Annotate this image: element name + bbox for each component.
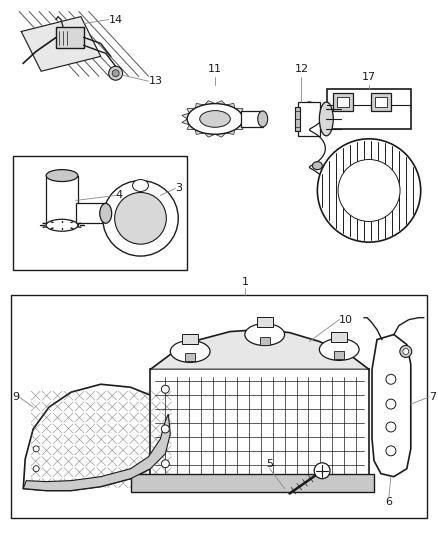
Polygon shape bbox=[226, 103, 235, 108]
Polygon shape bbox=[215, 101, 226, 105]
Polygon shape bbox=[235, 125, 243, 130]
Ellipse shape bbox=[200, 110, 230, 127]
Bar bbox=[46, 175, 78, 225]
Ellipse shape bbox=[46, 169, 78, 182]
Bar bbox=[260, 336, 270, 344]
Ellipse shape bbox=[298, 102, 320, 136]
Polygon shape bbox=[195, 130, 205, 134]
Text: 17: 17 bbox=[362, 72, 376, 82]
Polygon shape bbox=[241, 119, 248, 125]
Bar bbox=[131, 474, 374, 491]
Text: 14: 14 bbox=[109, 14, 123, 25]
Circle shape bbox=[161, 460, 170, 468]
Bar bbox=[334, 351, 344, 359]
Text: 4: 4 bbox=[116, 190, 123, 200]
Bar bbox=[150, 369, 369, 479]
Ellipse shape bbox=[319, 102, 333, 136]
Bar bbox=[337, 97, 349, 107]
Text: 3: 3 bbox=[175, 183, 182, 193]
Polygon shape bbox=[372, 335, 411, 477]
Polygon shape bbox=[23, 384, 170, 490]
Circle shape bbox=[318, 139, 421, 242]
Ellipse shape bbox=[46, 219, 78, 231]
Polygon shape bbox=[21, 17, 101, 71]
Circle shape bbox=[386, 399, 396, 409]
Bar bbox=[185, 353, 195, 361]
Ellipse shape bbox=[312, 161, 322, 169]
Circle shape bbox=[161, 385, 170, 393]
Ellipse shape bbox=[170, 341, 210, 362]
Circle shape bbox=[115, 192, 166, 244]
Circle shape bbox=[314, 463, 330, 479]
Bar bbox=[182, 334, 198, 343]
Polygon shape bbox=[182, 119, 189, 125]
Text: 13: 13 bbox=[148, 76, 162, 86]
Text: 5: 5 bbox=[266, 459, 273, 469]
Bar bbox=[11, 295, 427, 519]
Ellipse shape bbox=[133, 180, 148, 191]
Ellipse shape bbox=[258, 111, 268, 127]
Bar bbox=[371, 93, 391, 111]
Bar bbox=[257, 317, 273, 327]
Bar bbox=[76, 204, 106, 223]
Bar bbox=[13, 156, 187, 270]
Text: 11: 11 bbox=[208, 64, 222, 74]
Ellipse shape bbox=[245, 324, 285, 345]
Polygon shape bbox=[187, 125, 195, 130]
Bar bbox=[294, 107, 300, 131]
Text: 12: 12 bbox=[294, 64, 308, 74]
Circle shape bbox=[400, 345, 412, 358]
Polygon shape bbox=[195, 103, 205, 108]
Text: 10: 10 bbox=[339, 314, 353, 325]
Polygon shape bbox=[182, 113, 189, 119]
Ellipse shape bbox=[187, 103, 243, 134]
Circle shape bbox=[386, 374, 396, 384]
Text: 6: 6 bbox=[385, 497, 392, 506]
Circle shape bbox=[112, 70, 119, 77]
Circle shape bbox=[403, 349, 409, 354]
Polygon shape bbox=[226, 130, 235, 134]
Text: 7: 7 bbox=[429, 392, 436, 402]
Circle shape bbox=[386, 446, 396, 456]
Circle shape bbox=[33, 466, 39, 472]
Bar bbox=[56, 27, 84, 49]
Polygon shape bbox=[205, 133, 215, 137]
Ellipse shape bbox=[319, 338, 359, 360]
Bar bbox=[331, 332, 347, 342]
Bar bbox=[241, 111, 263, 127]
Polygon shape bbox=[235, 108, 243, 113]
Bar bbox=[327, 89, 411, 129]
Bar bbox=[298, 102, 320, 136]
Circle shape bbox=[33, 446, 39, 452]
Circle shape bbox=[109, 66, 123, 80]
Circle shape bbox=[386, 422, 396, 432]
Polygon shape bbox=[241, 113, 248, 119]
Bar bbox=[375, 97, 387, 107]
Polygon shape bbox=[23, 414, 170, 490]
Polygon shape bbox=[205, 101, 215, 105]
Text: 1: 1 bbox=[241, 277, 248, 287]
Circle shape bbox=[338, 159, 400, 222]
Polygon shape bbox=[215, 133, 226, 137]
Ellipse shape bbox=[100, 204, 112, 223]
Circle shape bbox=[161, 425, 170, 433]
Bar bbox=[333, 93, 353, 111]
Text: 9: 9 bbox=[12, 392, 19, 402]
Polygon shape bbox=[150, 329, 369, 369]
Circle shape bbox=[103, 181, 178, 256]
Polygon shape bbox=[187, 108, 195, 113]
